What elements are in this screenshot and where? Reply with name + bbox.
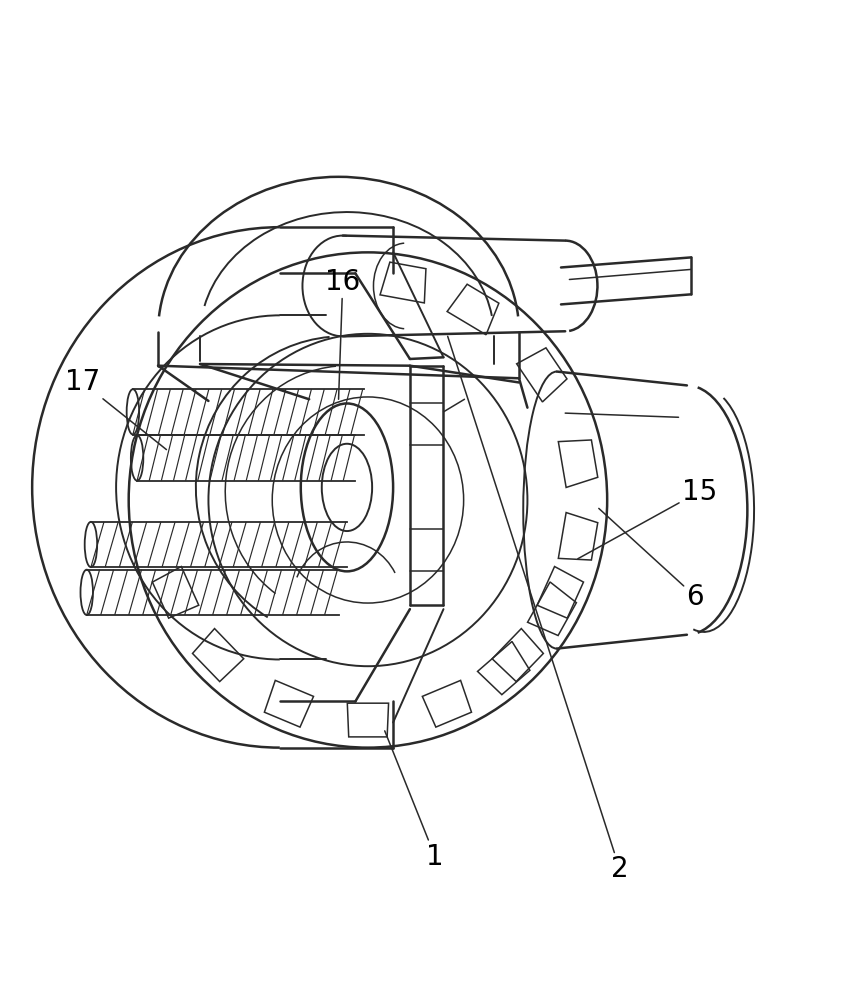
Text: 15: 15 bbox=[577, 478, 717, 559]
Text: 6: 6 bbox=[598, 508, 703, 611]
Text: 2: 2 bbox=[447, 336, 628, 883]
Text: 17: 17 bbox=[65, 368, 166, 450]
Text: 16: 16 bbox=[325, 268, 360, 399]
Text: 1: 1 bbox=[384, 731, 443, 871]
